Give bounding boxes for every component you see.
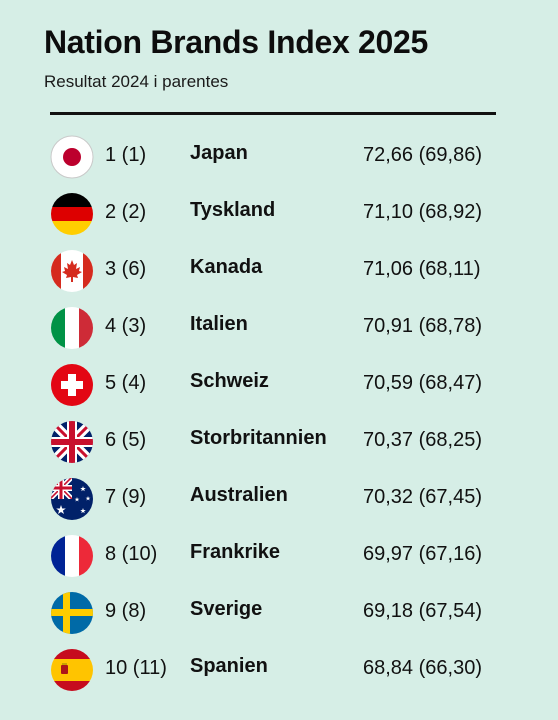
- australia-flag-icon: [50, 477, 94, 521]
- canada-flag-icon: [50, 249, 94, 293]
- france-flag-icon: [50, 534, 94, 578]
- score-value: 68,84 (66,30): [363, 657, 482, 679]
- score-value: 71,06 (68,11): [363, 258, 481, 280]
- ranking-row-australien: 7 (9) Australien 70,32 (67,45): [0, 475, 558, 525]
- rank-label: 7 (9): [105, 486, 147, 508]
- rank-label: 1 (1): [105, 144, 147, 166]
- score-value: 70,59 (68,47): [363, 372, 482, 394]
- score-value: 72,66 (69,86): [363, 144, 482, 166]
- italy-flag-icon: [50, 306, 94, 350]
- uk-flag-icon: [50, 420, 94, 464]
- header-divider: [50, 112, 496, 115]
- page-title: Nation Brands Index 2025: [44, 24, 429, 60]
- spain-flag-icon: [50, 648, 94, 692]
- rank-label: 9 (8): [105, 600, 147, 622]
- japan-flag-icon: [50, 135, 94, 179]
- ranking-row-tyskland: 2 (2) Tyskland 71,10 (68,92): [0, 190, 558, 240]
- score-value: 71,10 (68,92): [363, 201, 482, 223]
- ranking-row-storbritannien: 6 (5) Storbritannien 70,37 (68,25): [0, 418, 558, 468]
- ranking-row-schweiz: 5 (4) Schweiz 70,59 (68,47): [0, 361, 558, 411]
- germany-flag-icon: [50, 192, 94, 236]
- ranking-row-sverige: 9 (8) Sverige 69,18 (67,54): [0, 589, 558, 639]
- rank-label: 10 (11): [105, 657, 167, 679]
- ranking-row-italien: 4 (3) Italien 70,91 (68,78): [0, 304, 558, 354]
- page-subtitle: Resultat 2024 i parentes: [44, 72, 229, 91]
- country-name: Spanien: [190, 655, 268, 677]
- score-value: 70,32 (67,45): [363, 486, 482, 508]
- rank-label: 2 (2): [105, 201, 147, 223]
- ranking-row-japan: 1 (1) Japan 72,66 (69,86): [0, 133, 558, 183]
- score-value: 70,91 (68,78): [363, 315, 482, 337]
- rank-label: 3 (6): [105, 258, 147, 280]
- score-value: 70,37 (68,25): [363, 429, 482, 451]
- rank-label: 6 (5): [105, 429, 147, 451]
- country-name: Australien: [190, 484, 288, 506]
- sweden-flag-icon: [50, 591, 94, 635]
- country-name: Storbritannien: [190, 427, 327, 449]
- score-value: 69,18 (67,54): [363, 600, 482, 622]
- country-name: Kanada: [190, 256, 263, 278]
- country-name: Sverige: [190, 598, 263, 620]
- rank-label: 4 (3): [105, 315, 147, 337]
- rank-label: 5 (4): [105, 372, 147, 394]
- country-name: Japan: [190, 142, 248, 164]
- country-name: Tyskland: [190, 199, 276, 221]
- rank-label: 8 (10): [105, 543, 158, 565]
- country-name: Frankrike: [190, 541, 281, 563]
- ranking-row-spanien: 10 (11) Spanien 68,84 (66,30): [0, 646, 558, 696]
- country-name: Italien: [190, 313, 248, 335]
- country-name: Schweiz: [190, 370, 269, 392]
- switzerland-flag-icon: [50, 363, 94, 407]
- score-value: 69,97 (67,16): [363, 543, 482, 565]
- ranking-row-kanada: 3 (6) Kanada 71,06 (68,11): [0, 247, 558, 297]
- ranking-row-frankrike: 8 (10) Frankrike 69,97 (67,16): [0, 532, 558, 582]
